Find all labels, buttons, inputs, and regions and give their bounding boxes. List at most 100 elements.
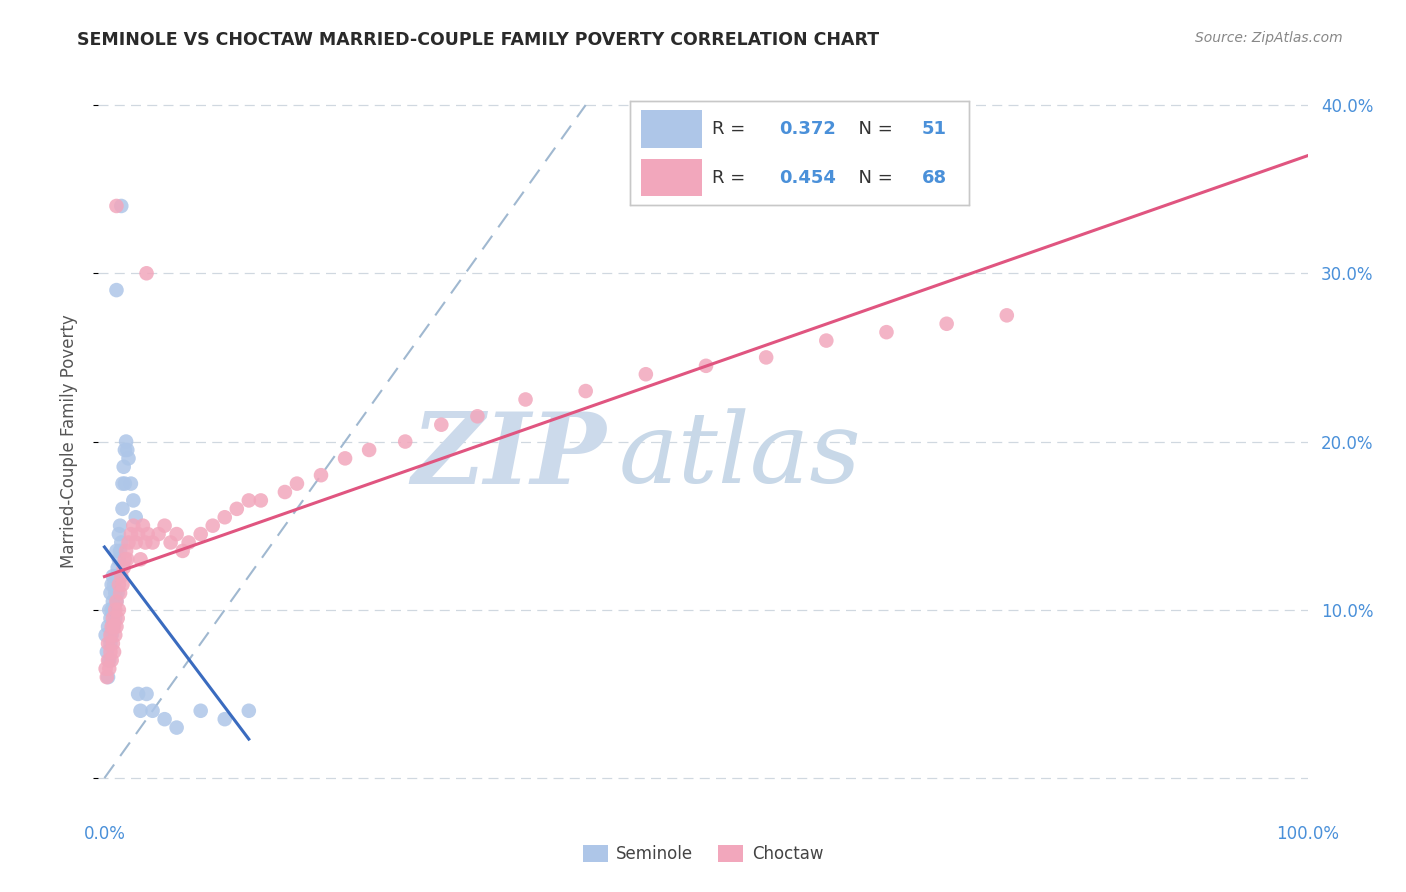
Point xyxy=(101,594,124,608)
Point xyxy=(153,712,176,726)
Point xyxy=(101,619,124,633)
Point xyxy=(98,662,121,676)
Point xyxy=(97,670,120,684)
Point xyxy=(111,501,134,516)
Point xyxy=(100,586,122,600)
Point xyxy=(172,544,194,558)
Point xyxy=(111,476,134,491)
Point xyxy=(274,485,297,500)
Point xyxy=(104,611,127,625)
Point xyxy=(250,493,273,508)
Point xyxy=(96,670,118,684)
Point xyxy=(125,535,148,549)
Point xyxy=(148,527,170,541)
Point xyxy=(103,619,125,633)
Point xyxy=(112,459,135,474)
Point xyxy=(117,552,139,566)
Point xyxy=(166,721,188,735)
Point xyxy=(190,704,212,718)
Point xyxy=(100,653,122,667)
Point xyxy=(122,493,145,508)
Point xyxy=(120,527,142,541)
Point xyxy=(134,535,156,549)
Point xyxy=(108,544,131,558)
Point xyxy=(115,544,138,558)
Point xyxy=(159,535,181,549)
Point xyxy=(285,476,308,491)
Point xyxy=(101,636,124,650)
Point xyxy=(96,645,118,659)
Point xyxy=(122,518,145,533)
Point xyxy=(105,544,128,558)
Point xyxy=(100,619,122,633)
Point xyxy=(105,569,128,583)
Point xyxy=(98,653,121,667)
Point xyxy=(214,510,236,524)
Point xyxy=(105,199,128,213)
Point xyxy=(135,266,157,280)
Text: Source: ZipAtlas.com: Source: ZipAtlas.com xyxy=(1195,31,1343,45)
Point xyxy=(94,662,117,676)
Point xyxy=(467,409,489,424)
Point xyxy=(515,392,537,407)
Point xyxy=(114,476,136,491)
Point xyxy=(142,535,165,549)
Point xyxy=(120,476,142,491)
Point xyxy=(114,552,136,566)
Point xyxy=(107,586,129,600)
Point xyxy=(875,325,897,339)
Point xyxy=(225,501,247,516)
Point xyxy=(108,603,131,617)
Point xyxy=(132,518,155,533)
Point xyxy=(107,611,129,625)
Point xyxy=(695,359,717,373)
Point xyxy=(112,560,135,574)
Point xyxy=(105,619,128,633)
Point xyxy=(127,687,149,701)
Point xyxy=(214,712,236,726)
Point xyxy=(575,384,598,398)
Point xyxy=(136,527,159,541)
Point xyxy=(201,518,224,533)
Legend: Seminole, Choctaw: Seminole, Choctaw xyxy=(576,838,830,870)
Point xyxy=(104,628,127,642)
Point xyxy=(110,535,132,549)
Point xyxy=(359,442,381,457)
Point xyxy=(101,569,124,583)
Point xyxy=(110,569,132,583)
Point xyxy=(94,628,117,642)
Point xyxy=(98,603,121,617)
Point xyxy=(127,527,149,541)
Point xyxy=(177,535,200,549)
Point xyxy=(634,368,657,382)
Point xyxy=(309,468,332,483)
Point xyxy=(108,586,131,600)
Point xyxy=(238,493,260,508)
Point xyxy=(97,653,120,667)
Point xyxy=(114,442,136,457)
Point xyxy=(394,434,416,449)
Point xyxy=(105,594,128,608)
Point xyxy=(108,518,131,533)
Point xyxy=(100,636,122,650)
Point xyxy=(117,442,139,457)
Point xyxy=(117,451,139,466)
Point xyxy=(100,628,122,642)
Point xyxy=(135,687,157,701)
Point xyxy=(755,351,778,365)
Point xyxy=(100,603,122,617)
Point xyxy=(238,704,260,718)
Point xyxy=(108,527,131,541)
Point xyxy=(110,199,132,213)
Point xyxy=(142,704,165,718)
Point xyxy=(97,619,120,633)
Point xyxy=(815,334,838,348)
Point xyxy=(104,603,127,617)
Point xyxy=(115,434,138,449)
Point xyxy=(100,645,122,659)
Point xyxy=(100,611,122,625)
Text: atlas: atlas xyxy=(619,409,860,504)
Point xyxy=(153,518,176,533)
Point xyxy=(129,552,152,566)
Point xyxy=(125,510,148,524)
